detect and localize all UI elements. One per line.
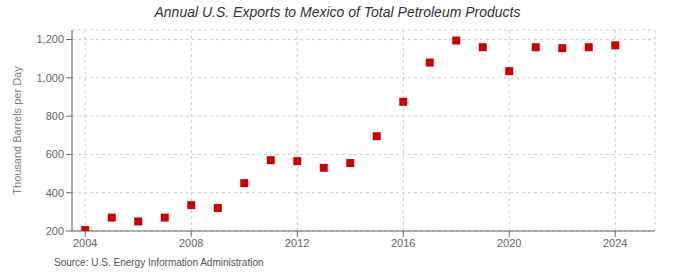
svg-text:800: 800 [46, 110, 64, 122]
svg-text:1,200: 1,200 [36, 33, 64, 45]
svg-text:1,000: 1,000 [36, 72, 64, 84]
svg-text:Thousand Barrels per Day: Thousand Barrels per Day [11, 66, 23, 195]
html-text:Source: U.S. Energy Informatio: Source: U.S. Energy Information Administ… [54, 257, 264, 268]
svg-text:400: 400 [46, 187, 64, 199]
svg-text:2020: 2020 [497, 237, 521, 249]
svg-text:2012: 2012 [285, 237, 309, 249]
svg-text:2024: 2024 [603, 237, 627, 249]
svg-text:600: 600 [46, 148, 64, 160]
svg-text:2016: 2016 [391, 237, 415, 249]
svg-text:200: 200 [46, 225, 64, 237]
svg-text:2004: 2004 [73, 237, 97, 249]
svg-text:2008: 2008 [179, 237, 203, 249]
html-text:Annual U.S. Exports to Mexico: Annual U.S. Exports to Mexico of Total P… [154, 4, 521, 20]
